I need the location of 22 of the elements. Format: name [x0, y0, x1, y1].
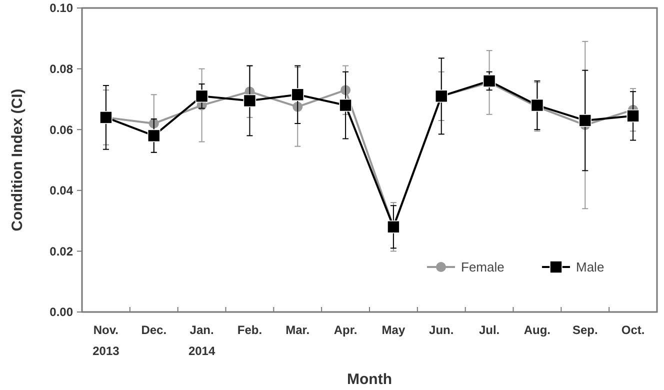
- y-tick-label: 0.10: [50, 1, 74, 16]
- x-tick-label: Mar.: [286, 323, 310, 337]
- x-tick-label: Jan. 2014: [188, 323, 216, 358]
- y-tick-label: 0.00: [50, 305, 74, 320]
- y-axis-title: Condition Index (CI): [9, 88, 26, 232]
- x-tick-label: Dec.: [141, 323, 167, 337]
- x-axis-title: Month: [347, 371, 392, 388]
- x-tick-label: Oct.: [621, 323, 645, 337]
- x-tick-label: Aug.: [524, 323, 551, 337]
- x-tick-label: Sep.: [572, 323, 598, 337]
- x-tick-label: May: [382, 323, 406, 337]
- legend-label: Male: [576, 260, 604, 275]
- x-tick-label: Jul.: [478, 323, 500, 337]
- x-tick-label: Nov. 2013: [92, 323, 120, 358]
- y-tick-label: 0.02: [50, 244, 74, 258]
- x-tick-label: Feb.: [237, 323, 262, 337]
- x-tick-label: Apr.: [334, 323, 358, 337]
- y-tick-label: 0.04: [50, 184, 74, 198]
- y-tick-label: 0.06: [50, 122, 74, 137]
- x-tick-label: Jun.: [429, 323, 454, 337]
- legend-label: Female: [461, 260, 504, 275]
- y-tick-label: 0.08: [50, 62, 74, 76]
